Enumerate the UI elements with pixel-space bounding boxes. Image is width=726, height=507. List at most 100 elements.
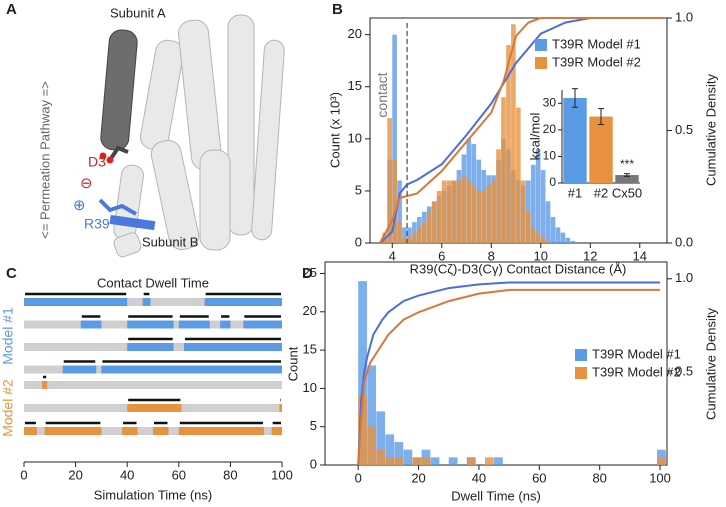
y-tick-label: 15 <box>303 342 317 357</box>
y-tick-label: 20 <box>543 122 557 136</box>
histogram-bar <box>501 97 506 244</box>
x-tick-label: 8 <box>488 248 495 263</box>
histogram-bar <box>412 232 417 243</box>
histogram-bar <box>545 201 551 243</box>
x-tick-label: 20 <box>411 470 425 485</box>
panel-label: A <box>6 1 17 18</box>
trajectory-track <box>24 298 282 306</box>
y-tick-label: 10 <box>303 380 317 395</box>
contact-interval <box>220 320 231 329</box>
y-tick-label: 20 <box>348 26 362 41</box>
histogram-bar <box>461 175 467 243</box>
histogram-bar <box>535 232 541 243</box>
legend-swatch <box>535 39 547 51</box>
charge-symbol: ⊕ <box>73 197 86 214</box>
contact-interval <box>127 320 174 329</box>
histogram-bar <box>545 240 551 243</box>
y-tick-label: 20 <box>303 303 317 318</box>
histogram-bar <box>392 159 397 243</box>
histogram-bar <box>657 457 666 465</box>
x-tick-label: 80 <box>223 467 237 482</box>
x-tick-label: 20 <box>68 467 82 482</box>
subunit-label: Subunit B <box>142 234 198 249</box>
contact-interval <box>127 343 174 351</box>
x-axis-label: Simulation Time (ns) <box>94 487 212 502</box>
legend-swatch <box>535 57 547 69</box>
histogram-bar <box>397 222 402 243</box>
y-axis-label: Count <box>285 346 300 381</box>
group-label: Model #1 <box>0 307 16 365</box>
histogram-bar <box>441 180 447 243</box>
histogram-bar <box>530 164 536 243</box>
histogram-bar <box>535 149 541 243</box>
histogram-bar <box>407 227 412 243</box>
histogram-bar <box>431 201 437 243</box>
x-tick-label: #1 <box>568 185 582 200</box>
y-axis-label: Count (x 10³) <box>327 92 342 168</box>
histogram-bar <box>555 227 561 243</box>
cumulative-line <box>379 17 665 244</box>
histogram-bar <box>392 34 397 243</box>
cumulative-line <box>357 288 661 466</box>
histogram-bar <box>506 45 511 244</box>
y2-tick-label: 1.0 <box>675 270 693 285</box>
y-tick-label: 0 <box>310 456 317 471</box>
x-tick-label: 0 <box>355 470 362 485</box>
legend-swatch <box>575 367 587 379</box>
histogram-bar <box>491 180 496 243</box>
contact-interval <box>142 298 151 306</box>
histogram-bar <box>426 211 432 243</box>
y2-tick-label: 1.0 <box>675 9 693 24</box>
y2-axis-label: Cumulative Density <box>703 74 718 186</box>
contact-interval <box>178 320 210 329</box>
histogram-bar <box>456 180 462 243</box>
histogram-bar <box>367 426 377 465</box>
histogram-bar <box>376 449 386 465</box>
bar <box>589 116 613 183</box>
histogram-bar <box>394 457 404 465</box>
contact-interval <box>127 404 182 412</box>
trajectory-track <box>24 381 282 389</box>
histogram-bar <box>397 180 402 243</box>
histogram-bar <box>436 190 442 243</box>
histogram-bar <box>466 457 476 465</box>
chart-title: Contact Dwell Time <box>97 275 209 290</box>
annotation: contact <box>374 72 390 117</box>
histogram-bar <box>385 434 395 465</box>
x-tick-label: 100 <box>649 470 671 485</box>
structure-illustration <box>60 10 300 260</box>
contact-interval <box>204 298 282 306</box>
contact-interval <box>178 427 264 435</box>
y-tick-label: 0 <box>549 175 556 189</box>
histogram-bar <box>570 240 576 243</box>
x-tick-label: 100 <box>271 467 293 482</box>
histogram-bar <box>412 457 422 465</box>
histogram-bar <box>394 442 404 465</box>
contact-interval <box>279 404 282 412</box>
histogram-bar <box>494 457 503 465</box>
legend-label: T39R Model #2 <box>552 54 641 69</box>
y-tick-label: 5 <box>355 182 362 197</box>
contact-interval <box>24 298 128 306</box>
y-tick-label: 10 <box>348 130 362 145</box>
histogram-bar <box>466 180 472 243</box>
histogram-bar <box>486 185 491 243</box>
histogram-bar <box>407 237 412 243</box>
panel-label: C <box>6 265 17 282</box>
histogram-bar <box>484 457 494 465</box>
x-axis-label: R39(Cζ)-D3(Cγ) Contact Distance (Å) <box>410 261 627 276</box>
y-tick-label: 5 <box>310 418 317 433</box>
significance: *** <box>620 157 634 171</box>
y2-tick-label: 0.0 <box>675 234 693 249</box>
bar <box>615 175 639 183</box>
x-tick-label: 40 <box>472 470 486 485</box>
contact-interval <box>62 365 97 374</box>
histogram-bar <box>448 457 458 465</box>
cumulative-line <box>357 281 661 466</box>
contact-interval <box>153 427 169 435</box>
subunit-label: Subunit A <box>110 5 166 20</box>
histogram-bar <box>540 170 546 243</box>
histogram-bar <box>471 185 477 243</box>
cumulative-line <box>379 17 665 244</box>
